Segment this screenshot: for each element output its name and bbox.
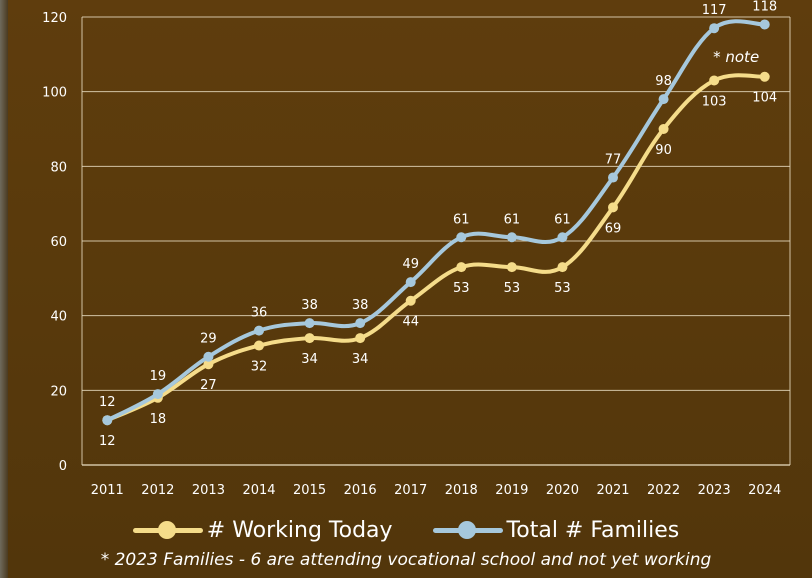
data-label: 34 — [352, 352, 369, 367]
data-point — [608, 202, 618, 213]
data-point — [304, 333, 315, 344]
data-label: 18 — [150, 412, 167, 427]
data-label: 53 — [453, 281, 470, 296]
data-point — [102, 415, 113, 426]
data-label: 53 — [554, 281, 571, 296]
data-point — [759, 19, 770, 30]
y-tick-label: 40 — [50, 310, 67, 325]
data-label: 98 — [655, 74, 672, 89]
data-label: 44 — [402, 315, 419, 330]
y-tick-label: 60 — [50, 235, 67, 250]
x-tick-label: 2018 — [445, 483, 478, 498]
x-tick-label: 2019 — [495, 483, 528, 498]
x-tick-label: 2011 — [91, 483, 124, 498]
data-label: 104 — [752, 91, 777, 106]
data-point — [506, 232, 517, 243]
x-tick-label: 2023 — [698, 483, 731, 498]
data-label: 118 — [752, 0, 777, 14]
data-point — [254, 325, 264, 336]
x-tick-label: 2015 — [293, 483, 326, 498]
x-tick-label: 2012 — [141, 483, 174, 498]
data-labels: 12 18 27 32 34 34 44 53 53 53 69 90 103 104 12 19 29 36 38… — [99, 0, 777, 449]
data-point — [203, 351, 214, 362]
legend-item-total-families: Total # Families — [432, 517, 680, 543]
data-label: 103 — [702, 94, 727, 109]
data-point — [456, 232, 467, 243]
legend-dot — [457, 521, 476, 539]
x-tick-label: 2020 — [546, 483, 579, 498]
data-point — [608, 172, 618, 183]
data-point — [304, 318, 315, 329]
data-label: 61 — [554, 212, 571, 227]
data-point — [709, 75, 720, 86]
line-chart: 0 20 40 60 80 100 120 2011 2012 2013 2014 2015 2016… — [42, 0, 791, 498]
data-label: 61 — [504, 212, 521, 227]
x-tick-label: 2016 — [344, 483, 377, 498]
data-label: 27 — [200, 378, 217, 393]
legend-swatch-working-today — [132, 520, 203, 540]
x-tick-label: 2024 — [748, 483, 781, 498]
data-label: 32 — [251, 360, 268, 375]
legend-label-working-today: # Working Today — [206, 517, 393, 543]
data-label: 53 — [504, 281, 521, 296]
data-point — [405, 295, 416, 306]
data-point — [658, 124, 669, 134]
y-tick-label: 20 — [50, 384, 67, 399]
data-point — [557, 232, 568, 243]
data-point — [759, 71, 770, 82]
data-label: 34 — [301, 352, 318, 367]
legend-dot — [157, 521, 176, 539]
data-label: 19 — [150, 369, 167, 384]
data-point — [355, 333, 366, 344]
data-label: 117 — [702, 3, 727, 18]
legend: # Working Today Total # Families — [0, 512, 812, 548]
legend-swatch-total-families — [432, 520, 503, 540]
y-tick-label: 120 — [42, 11, 67, 26]
background-photo-edge — [0, 0, 8, 578]
data-label: 77 — [605, 153, 622, 168]
data-label: 29 — [200, 332, 217, 347]
data-point — [506, 262, 517, 273]
y-tick-label: 0 — [59, 459, 67, 474]
chart-annotation: * note — [713, 48, 759, 66]
data-point — [254, 340, 264, 351]
gridlines — [81, 16, 791, 466]
x-tick-label: 2014 — [242, 483, 275, 498]
data-point — [709, 23, 720, 34]
data-label: 90 — [655, 143, 672, 158]
footnote: * 2023 Families - 6 are attending vocati… — [100, 550, 712, 570]
data-label: 49 — [402, 257, 419, 272]
x-tick-label: 2013 — [192, 483, 225, 498]
data-label: 36 — [251, 306, 268, 321]
data-label: 12 — [99, 434, 116, 449]
legend-label-total-families: Total # Families — [506, 517, 680, 543]
data-label: 69 — [605, 221, 622, 236]
data-point — [456, 262, 467, 273]
data-point — [658, 94, 669, 105]
data-point — [557, 262, 568, 273]
x-tick-label: 2021 — [596, 483, 629, 498]
data-label: 38 — [301, 298, 318, 313]
y-axis-ticks: 0 20 40 60 80 100 120 — [42, 11, 67, 474]
data-point — [152, 389, 163, 400]
data-label: 12 — [99, 395, 116, 410]
series-lines — [102, 19, 770, 426]
data-point — [203, 359, 214, 370]
x-tick-label: 2022 — [647, 483, 680, 498]
y-tick-label: 80 — [50, 160, 67, 175]
y-tick-label: 100 — [42, 86, 67, 101]
data-label: 61 — [453, 212, 470, 227]
x-tick-label: 2017 — [394, 483, 427, 498]
x-axis-ticks: 2011 2012 2013 2014 2015 2016 2017 2018 2019 2020… — [91, 483, 782, 498]
data-point — [355, 318, 366, 329]
legend-item-working-today: # Working Today — [132, 517, 393, 543]
data-point — [405, 277, 416, 288]
data-label: 38 — [352, 298, 369, 313]
